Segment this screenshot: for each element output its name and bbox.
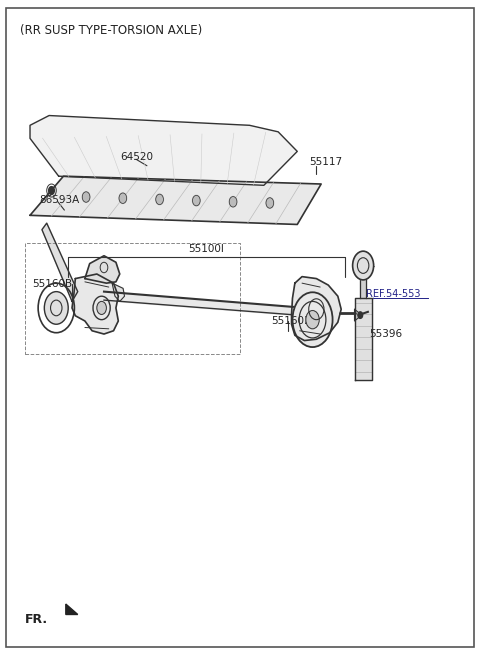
Text: 64520: 64520 (120, 151, 154, 162)
Circle shape (266, 198, 274, 208)
Circle shape (358, 312, 363, 318)
Text: FR.: FR. (25, 613, 48, 626)
Text: (RR SUSP TYPE-TORSION AXLE): (RR SUSP TYPE-TORSION AXLE) (21, 24, 203, 37)
Circle shape (292, 292, 333, 347)
Polygon shape (42, 223, 78, 301)
Polygon shape (291, 276, 341, 341)
Circle shape (229, 196, 237, 207)
Polygon shape (30, 115, 297, 185)
Text: 86593A: 86593A (39, 195, 80, 205)
Polygon shape (355, 309, 360, 321)
Polygon shape (30, 176, 321, 225)
Circle shape (97, 301, 107, 314)
Circle shape (119, 193, 127, 204)
Polygon shape (66, 604, 78, 614)
Text: 55160B: 55160B (33, 279, 72, 289)
Text: 55117: 55117 (309, 157, 342, 167)
Text: 55100I: 55100I (189, 244, 225, 253)
Circle shape (48, 187, 54, 195)
Text: 55160B: 55160B (271, 316, 311, 326)
Circle shape (306, 310, 319, 329)
Polygon shape (360, 269, 366, 298)
Text: REF.54-553: REF.54-553 (366, 289, 421, 299)
Polygon shape (112, 283, 124, 301)
Polygon shape (355, 298, 372, 380)
Circle shape (192, 195, 200, 206)
Circle shape (156, 194, 163, 204)
Text: 55396: 55396 (369, 329, 402, 339)
Polygon shape (85, 255, 120, 283)
Circle shape (44, 291, 68, 324)
Circle shape (353, 251, 373, 280)
Circle shape (82, 192, 90, 202)
Polygon shape (72, 274, 118, 334)
